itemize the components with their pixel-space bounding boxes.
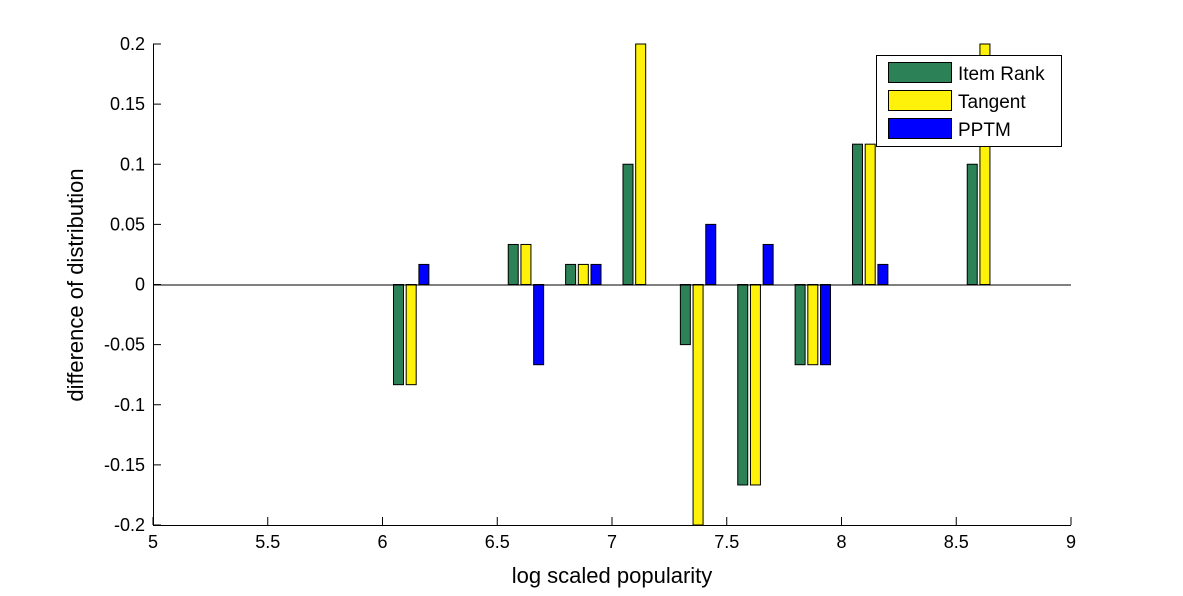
x-tick-label: 7 xyxy=(607,532,617,552)
x-tick-label: 5.5 xyxy=(255,532,280,552)
x-tick-label: 8.5 xyxy=(944,532,969,552)
y-tick-label: -0.15 xyxy=(104,455,145,475)
bar-pptm xyxy=(418,263,430,285)
legend-label-pptm: PPTM xyxy=(958,120,1011,141)
legend-label-tangent: Tangent xyxy=(958,92,1026,113)
bar-item-rank xyxy=(794,284,806,366)
legend-swatch-pptm xyxy=(888,118,952,139)
x-ticks: 5 5.5 6 6.5 7 7.5 8 8.5 9 xyxy=(148,517,1076,552)
x-tick-label: 9 xyxy=(1066,532,1076,552)
legend-label-item-rank: Item Rank xyxy=(958,64,1045,85)
x-tick-label: 6.5 xyxy=(485,532,510,552)
x-tick-label: 6 xyxy=(377,532,387,552)
bar-item-rank xyxy=(392,284,404,386)
bar-item-rank xyxy=(565,263,577,285)
bar-pptm xyxy=(762,243,774,286)
bar-tangent xyxy=(520,243,532,286)
bar-pptm xyxy=(533,284,545,366)
bar-item-rank xyxy=(507,243,519,286)
y-tick-label: -0.2 xyxy=(114,515,145,535)
bar-item-rank xyxy=(679,284,691,346)
y-axis-label: difference of distribution xyxy=(63,168,88,401)
y-tick-label: 0 xyxy=(135,275,145,295)
bar-tangent xyxy=(749,284,761,486)
bar-tangent xyxy=(405,284,417,386)
y-tick-label: -0.1 xyxy=(114,395,145,415)
bar-tangent xyxy=(807,284,819,366)
bar-pptm xyxy=(820,284,832,366)
y-tick-label: 0.2 xyxy=(120,34,145,54)
bar-tangent xyxy=(692,284,704,526)
x-axis-label: log scaled popularity xyxy=(512,563,713,588)
x-tick-label: 8 xyxy=(836,532,846,552)
y-tick-label: 0.1 xyxy=(120,154,145,174)
bar-item-rank xyxy=(737,284,749,486)
legend-swatch-item-rank xyxy=(888,62,952,83)
bar-tangent xyxy=(864,143,876,285)
y-ticks: -0.2 -0.15 -0.1 -0.05 0 0.05 0.1 0.15 0.2 xyxy=(104,34,161,535)
bar-pptm xyxy=(590,263,602,285)
bar-item-rank xyxy=(966,163,978,285)
bar-tangent xyxy=(577,263,589,285)
legend: Item Rank Tangent PPTM xyxy=(876,55,1062,147)
y-tick-label: 0.05 xyxy=(110,214,145,234)
bar-pptm xyxy=(877,263,889,285)
y-tick-label: 0.15 xyxy=(110,94,145,114)
bar-item-rank xyxy=(851,143,863,285)
x-tick-label: 5 xyxy=(148,532,158,552)
y-tick-label: -0.05 xyxy=(104,335,145,355)
bar-tangent xyxy=(635,43,647,285)
x-tick-label: 7.5 xyxy=(714,532,739,552)
bar-pptm xyxy=(705,223,717,285)
bar-item-rank xyxy=(622,163,634,285)
legend-swatch-tangent xyxy=(888,90,952,111)
